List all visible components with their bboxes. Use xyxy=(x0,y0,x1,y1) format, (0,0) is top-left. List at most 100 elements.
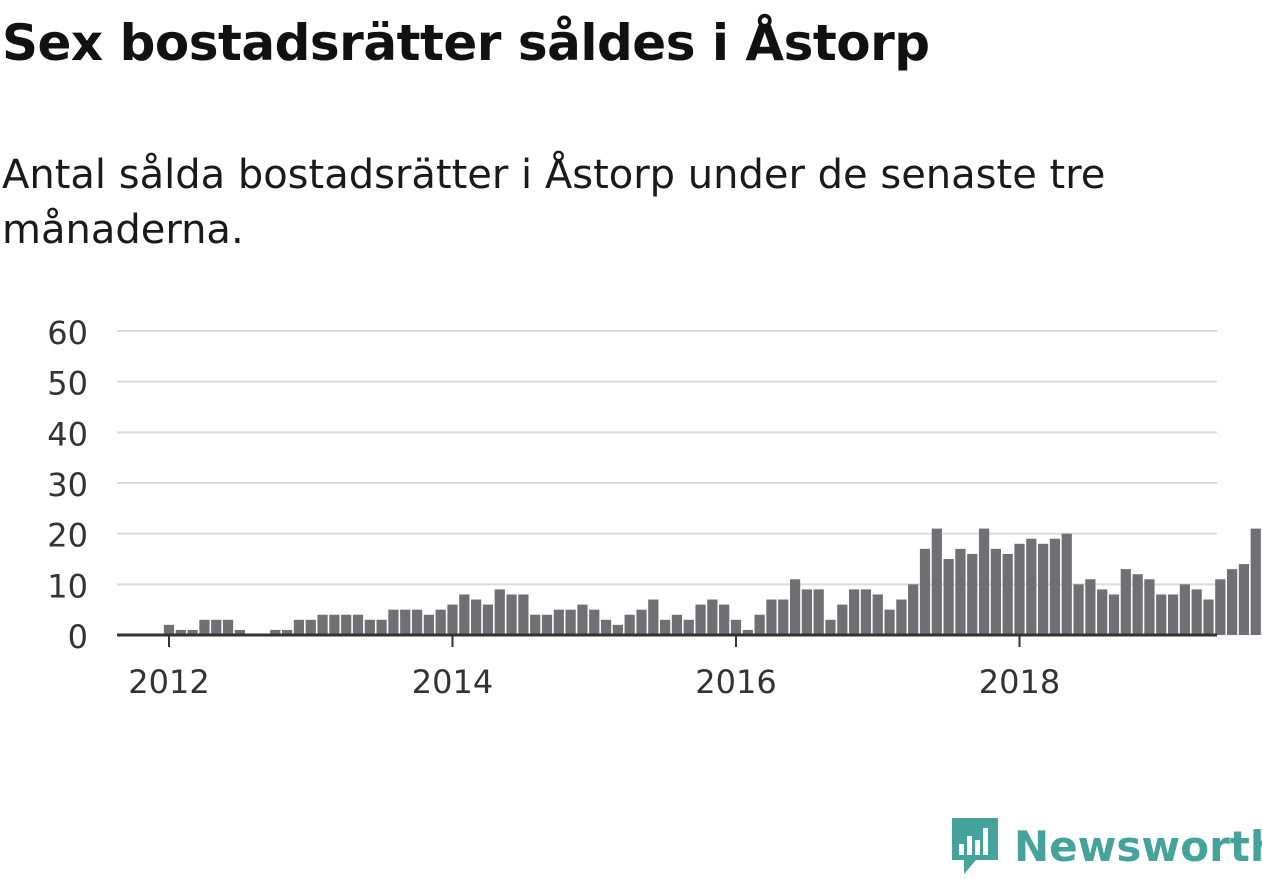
bar xyxy=(813,589,824,635)
bar xyxy=(435,609,446,635)
bar xyxy=(187,629,198,635)
bar xyxy=(908,584,919,635)
bar xyxy=(801,589,812,635)
bar xyxy=(423,614,434,635)
bar xyxy=(990,548,1001,635)
bar xyxy=(636,609,647,635)
bar xyxy=(1227,569,1238,635)
bar xyxy=(1250,528,1261,635)
x-tick-label: 2012 xyxy=(128,663,209,701)
bar xyxy=(541,614,553,635)
bar xyxy=(447,604,458,635)
bar xyxy=(683,619,694,635)
bar xyxy=(778,599,789,635)
bar xyxy=(175,629,186,635)
bar xyxy=(482,604,494,635)
bar xyxy=(1238,564,1250,635)
bar xyxy=(837,604,848,635)
bar xyxy=(896,599,907,635)
bar xyxy=(1014,543,1025,635)
bar xyxy=(919,548,931,635)
bar xyxy=(789,579,801,635)
bar xyxy=(471,599,482,635)
y-tick-label: 50 xyxy=(47,365,88,403)
bar xyxy=(317,614,328,635)
x-tick-label: 2016 xyxy=(695,663,776,701)
x-tick-label: 2018 xyxy=(979,663,1060,701)
bar xyxy=(1108,594,1120,635)
bar-chart-icon xyxy=(952,818,998,874)
y-tick-label: 60 xyxy=(47,314,88,352)
bar xyxy=(624,614,635,635)
y-tick-label: 20 xyxy=(47,517,88,555)
bar xyxy=(648,599,659,635)
bar xyxy=(163,624,175,635)
bar xyxy=(530,614,541,635)
bar xyxy=(565,609,576,635)
bar xyxy=(1073,584,1084,635)
bar-chart: 0102030405060201220142016201820202022202… xyxy=(47,314,1261,701)
bar xyxy=(1179,584,1190,635)
chart-title: Sex bostadsrätter såldes i Åstorp xyxy=(2,14,930,72)
bar xyxy=(849,589,860,635)
bar xyxy=(1203,599,1214,635)
bar xyxy=(270,629,281,635)
bar xyxy=(825,619,836,635)
bar xyxy=(1097,589,1108,635)
bar xyxy=(730,619,742,635)
bar xyxy=(577,604,588,635)
bar xyxy=(742,629,753,635)
bar xyxy=(329,614,340,635)
bar xyxy=(211,619,222,635)
bar xyxy=(199,619,210,635)
bar xyxy=(660,619,671,635)
bar xyxy=(352,614,364,635)
y-tick-label: 0 xyxy=(68,618,88,656)
y-tick-label: 10 xyxy=(47,567,88,605)
bar xyxy=(282,629,293,635)
bar xyxy=(1061,533,1072,635)
bar xyxy=(612,624,623,635)
bar xyxy=(931,528,942,635)
bar xyxy=(978,528,990,635)
bar xyxy=(1144,579,1155,635)
bar xyxy=(1026,538,1037,635)
bar xyxy=(553,609,564,635)
bar xyxy=(1002,553,1013,635)
bar xyxy=(1156,594,1167,635)
bar xyxy=(695,604,706,635)
bar xyxy=(943,559,954,635)
bar xyxy=(1038,543,1049,635)
newsworthy-logo: Newsworthy xyxy=(950,816,1262,876)
bar xyxy=(754,614,765,635)
bar xyxy=(1120,569,1131,635)
bar xyxy=(967,553,978,635)
bar xyxy=(1049,538,1061,635)
bar xyxy=(341,614,352,635)
bar xyxy=(1215,579,1226,635)
bar xyxy=(600,619,612,635)
bar xyxy=(707,599,718,635)
bar xyxy=(955,548,966,635)
bar xyxy=(872,594,883,635)
x-tick-label: 2014 xyxy=(412,663,493,701)
bar xyxy=(884,609,895,635)
bar xyxy=(364,619,375,635)
y-tick-label: 30 xyxy=(47,466,88,504)
bar xyxy=(411,609,423,635)
bar xyxy=(388,609,399,635)
bar xyxy=(506,594,517,635)
bar xyxy=(293,619,305,635)
bar xyxy=(376,619,387,635)
bar xyxy=(518,594,529,635)
bar xyxy=(1167,594,1179,635)
bar xyxy=(860,589,872,635)
y-tick-label: 40 xyxy=(47,415,88,453)
bar xyxy=(234,629,245,635)
bar xyxy=(1191,589,1202,635)
bar xyxy=(400,609,411,635)
bar xyxy=(305,619,316,635)
logo-text: Newsworthy xyxy=(1014,821,1262,871)
bar xyxy=(589,609,600,635)
bar xyxy=(766,599,777,635)
